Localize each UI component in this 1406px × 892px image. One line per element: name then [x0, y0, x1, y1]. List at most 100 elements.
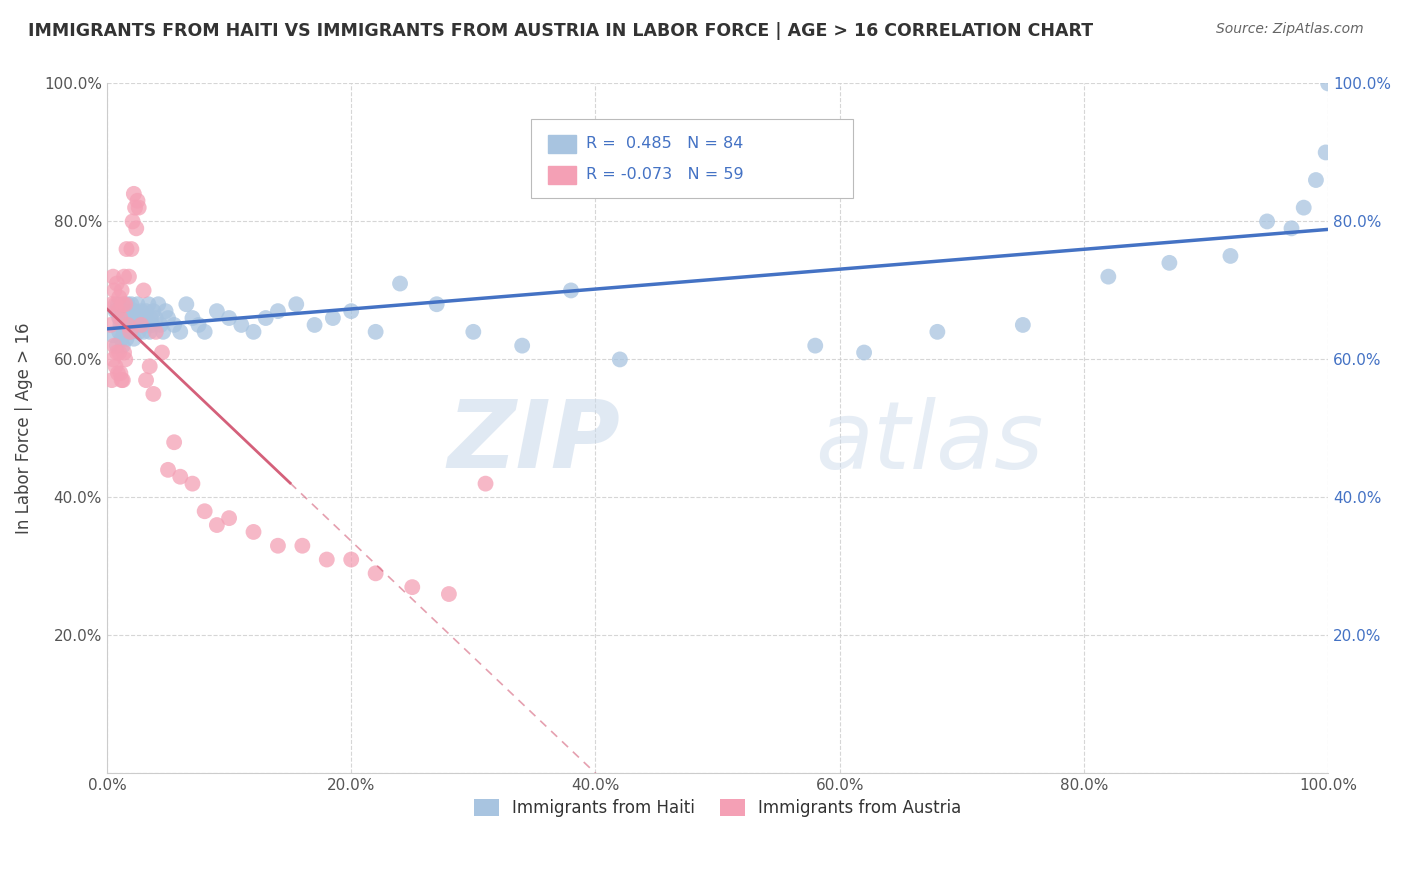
Point [117, 318, 139, 332]
Point [150, 345, 173, 359]
Point [118, 269, 141, 284]
Point [114, 352, 136, 367]
Point [322, 311, 344, 326]
Text: R = -0.073   N = 59: R = -0.073 N = 59 [586, 168, 744, 182]
Point [138, 359, 160, 374]
Point [176, 297, 198, 311]
Point [205, 518, 228, 533]
Point [401, 580, 423, 594]
Point [120, 242, 142, 256]
Point [111, 332, 134, 346]
Point [141, 318, 163, 332]
Point [121, 318, 143, 332]
Point [111, 338, 134, 352]
Point [101, 269, 124, 284]
Point [163, 435, 186, 450]
Point [267, 539, 290, 553]
Point [108, 311, 131, 326]
Point [1305, 173, 1327, 187]
Point [609, 352, 631, 367]
Point [111, 297, 134, 311]
Point [254, 311, 277, 326]
Point [108, 345, 131, 359]
Point [927, 325, 949, 339]
Point [474, 476, 496, 491]
Point [101, 352, 124, 367]
Point [127, 297, 149, 311]
Point [103, 284, 125, 298]
Point [107, 304, 129, 318]
Point [340, 304, 363, 318]
Point [187, 318, 209, 332]
Point [104, 297, 127, 311]
Point [364, 325, 387, 339]
Point [142, 304, 165, 318]
Point [181, 311, 204, 326]
Point [149, 318, 172, 332]
Point [120, 311, 142, 326]
Point [112, 269, 135, 284]
Point [110, 311, 132, 326]
Point [118, 318, 141, 332]
Point [1281, 221, 1303, 235]
Point [120, 325, 142, 339]
Point [115, 242, 138, 256]
Point [118, 304, 141, 318]
Point [1317, 77, 1340, 91]
Point [205, 304, 228, 318]
Point [104, 304, 127, 318]
Point [169, 325, 191, 339]
Point [157, 463, 180, 477]
Point [117, 297, 139, 311]
Point [132, 284, 155, 298]
Point [117, 325, 139, 339]
Point [107, 366, 129, 380]
Point [107, 297, 129, 311]
Point [110, 318, 132, 332]
Point [129, 311, 152, 326]
Point [242, 325, 264, 339]
Point [389, 277, 412, 291]
Point [111, 304, 134, 318]
Point [100, 318, 122, 332]
Point [135, 373, 157, 387]
Point [157, 311, 180, 326]
Point [1011, 318, 1033, 332]
Point [181, 476, 204, 491]
Point [155, 304, 177, 318]
Point [103, 338, 125, 352]
Point [510, 338, 533, 352]
Point [1292, 201, 1315, 215]
Point [129, 318, 152, 332]
Point [129, 304, 152, 318]
Y-axis label: In Labor Force | Age > 16: In Labor Force | Age > 16 [15, 323, 32, 534]
Point [218, 311, 240, 326]
Point [105, 345, 128, 359]
Point [108, 325, 131, 339]
Point [804, 338, 827, 352]
Point [125, 318, 148, 332]
Point [194, 504, 217, 518]
Point [101, 297, 124, 311]
Point [1219, 249, 1241, 263]
Point [115, 332, 138, 346]
Point [111, 311, 134, 326]
Point [135, 304, 157, 318]
Point [463, 325, 485, 339]
Point [132, 325, 155, 339]
Text: R =  0.485   N = 84: R = 0.485 N = 84 [586, 136, 744, 151]
Point [218, 511, 240, 525]
Point [1256, 214, 1278, 228]
Point [127, 194, 149, 208]
Text: IMMIGRANTS FROM HAITI VS IMMIGRANTS FROM AUSTRIA IN LABOR FORCE | AGE > 16 CORRE: IMMIGRANTS FROM HAITI VS IMMIGRANTS FROM… [28, 22, 1094, 40]
Point [138, 325, 160, 339]
Point [120, 325, 142, 339]
Text: ZIP: ZIP [447, 396, 620, 488]
Point [1159, 256, 1181, 270]
Point [145, 311, 167, 326]
Point [120, 297, 142, 311]
Point [267, 304, 290, 318]
Text: Source: ZipAtlas.com: Source: ZipAtlas.com [1216, 22, 1364, 37]
Point [853, 345, 876, 359]
Legend: Immigrants from Haiti, Immigrants from Austria: Immigrants from Haiti, Immigrants from A… [467, 792, 969, 823]
